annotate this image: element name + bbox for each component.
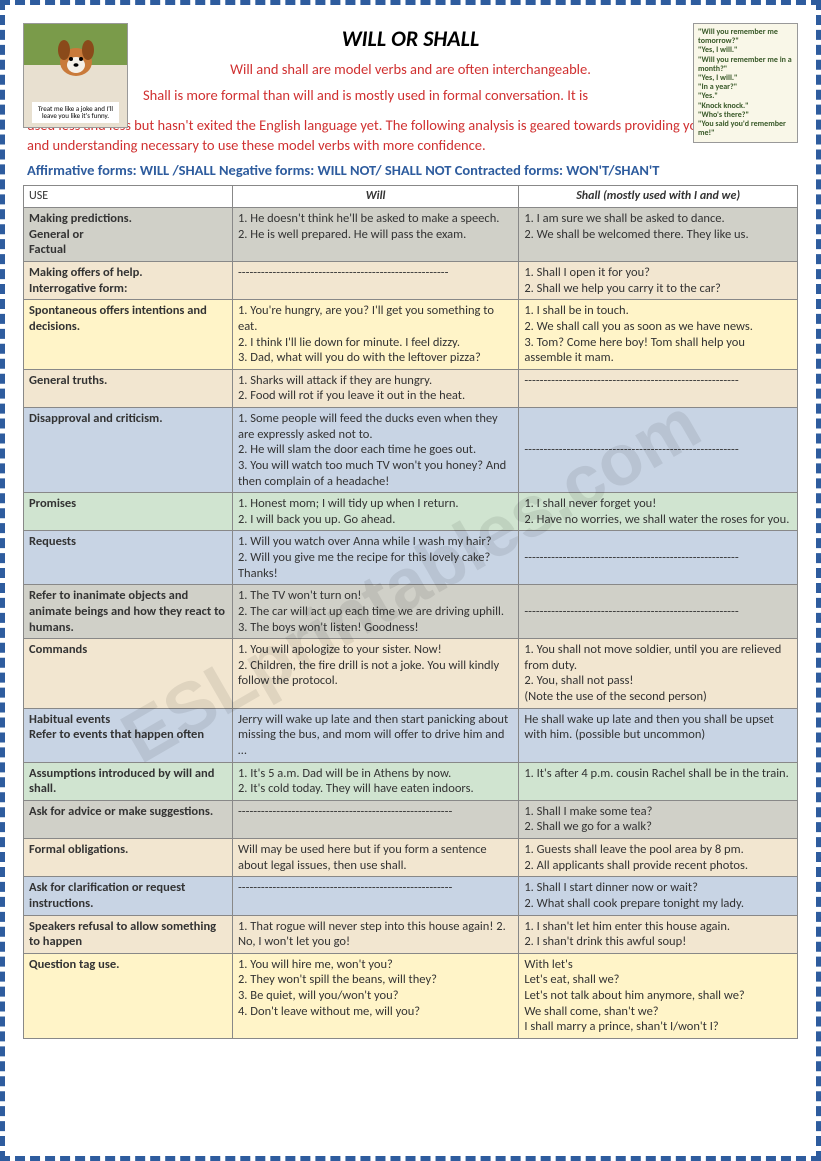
- shall-cell: 1. I shan't let him enter this house aga…: [519, 915, 798, 953]
- will-cell: 1. Some people will feed the ducks even …: [232, 408, 518, 493]
- page-title: WILL OR SHALL: [23, 23, 798, 60]
- will-cell: 1. Sharks will attack if they are hungry…: [232, 369, 518, 407]
- intro-line-2: Shall is more formal than will and is mo…: [23, 86, 798, 104]
- use-cell: Assumptions introduced by will and shall…: [24, 762, 233, 800]
- table-row: Making predictions. General or Factual1.…: [24, 208, 798, 262]
- use-cell: Spontaneous offers intentions and decisi…: [24, 300, 233, 370]
- shall-cell: 1. It's after 4 p.m. cousin Rachel shall…: [519, 762, 798, 800]
- use-cell: Making offers of help. Interrogative for…: [24, 262, 233, 300]
- table-row: Speakers refusal to allow something to h…: [24, 915, 798, 953]
- table-row: Spontaneous offers intentions and decisi…: [24, 300, 798, 370]
- will-cell: 1. He doesn't think he'll be asked to ma…: [232, 208, 518, 262]
- shall-cell: 1. I am sure we shall be asked to dance.…: [519, 208, 798, 262]
- will-cell: 1. The TV won't turn on! 2. The car will…: [232, 585, 518, 639]
- table-row: General truths.1. Sharks will attack if …: [24, 369, 798, 407]
- table-row: Disapproval and criticism.1. Some people…: [24, 408, 798, 493]
- shall-cell: 1. Shall I start dinner now or wait? 2. …: [519, 877, 798, 915]
- use-cell: Promises: [24, 493, 233, 531]
- header-will: Will: [232, 186, 518, 208]
- shall-cell: ----------------------------------------…: [519, 369, 798, 407]
- table-row: Requests1. Will you watch over Anna whil…: [24, 531, 798, 585]
- shall-cell: 1. Shall I make some tea? 2. Shall we go…: [519, 800, 798, 838]
- use-cell: Making predictions. General or Factual: [24, 208, 233, 262]
- table-row: Formal obligations.Will may be used here…: [24, 839, 798, 877]
- will-cell: 1. Will you watch over Anna while I wash…: [232, 531, 518, 585]
- header-shall-text: Shall (mostly used with I and we): [576, 189, 740, 203]
- shall-cell: 1. Shall I open it for you? 2. Shall we …: [519, 262, 798, 300]
- use-cell: Commands: [24, 639, 233, 709]
- shall-cell: 1. You shall not move soldier, until you…: [519, 639, 798, 709]
- intro-rest: used less and less but hasn't exited the…: [23, 110, 798, 159]
- use-cell: Disapproval and criticism.: [24, 408, 233, 493]
- use-cell: Speakers refusal to allow something to h…: [24, 915, 233, 953]
- shall-cell: He shall wake up late and then you shall…: [519, 708, 798, 762]
- intro-line-1: Will and shall are model verbs and are o…: [23, 60, 798, 86]
- shall-cell: With let's Let's eat, shall we? Let's no…: [519, 953, 798, 1038]
- header-shall: Shall (mostly used with I and we): [519, 186, 798, 208]
- will-cell: 1. It's 5 a.m. Dad will be in Athens by …: [232, 762, 518, 800]
- use-cell: Formal obligations.: [24, 839, 233, 877]
- will-cell: 1. You will apologize to your sister. No…: [232, 639, 518, 709]
- header-block: Treat me like a joke and I'll leave you …: [23, 23, 798, 104]
- will-cell: 1. Honest mom; I will tidy up when I ret…: [232, 493, 518, 531]
- table-header-row: USE Will Shall (mostly used with I and w…: [24, 186, 798, 208]
- table-row: Question tag use.1. You will hire me, wo…: [24, 953, 798, 1038]
- dog-caption: Treat me like a joke and I'll leave you …: [32, 102, 120, 123]
- use-cell: Refer to inanimate objects and animate b…: [24, 585, 233, 639]
- use-cell: Requests: [24, 531, 233, 585]
- shall-cell: 1. Guests shall leave the pool area by 8…: [519, 839, 798, 877]
- will-cell: 1. You're hungry, are you? I'll get you …: [232, 300, 518, 370]
- shall-cell: ----------------------------------------…: [519, 531, 798, 585]
- dog-image-box: Treat me like a joke and I'll leave you …: [23, 23, 128, 128]
- will-cell: Jerry will wake up late and then start p…: [232, 708, 518, 762]
- table-row: Assumptions introduced by will and shall…: [24, 762, 798, 800]
- joke-box: "Will you remember me tomorrow?" "Yes, I…: [693, 23, 798, 143]
- shall-cell: 1. I shall never forget you! 2. Have no …: [519, 493, 798, 531]
- page-frame: ESLprintables.com Treat me like a joke a…: [0, 0, 821, 1161]
- use-cell: Habitual events Refer to events that hap…: [24, 708, 233, 762]
- table-row: Making offers of help. Interrogative for…: [24, 262, 798, 300]
- header-use: USE: [24, 186, 233, 208]
- will-cell: 1. That rogue will never step into this …: [232, 915, 518, 953]
- use-cell: Ask for clarification or request instruc…: [24, 877, 233, 915]
- table-row: Habitual events Refer to events that hap…: [24, 708, 798, 762]
- table-row: Commands1. You will apologize to your si…: [24, 639, 798, 709]
- usage-table: USE Will Shall (mostly used with I and w…: [23, 185, 798, 1039]
- use-cell: General truths.: [24, 369, 233, 407]
- will-cell: ----------------------------------------…: [232, 262, 518, 300]
- shall-cell: 1. I shall be in touch. 2. We shall call…: [519, 300, 798, 370]
- table-row: Ask for advice or make suggestions.-----…: [24, 800, 798, 838]
- use-cell: Ask for advice or make suggestions.: [24, 800, 233, 838]
- forms-line: Affirmative forms: WILL /SHALL Negative …: [23, 159, 798, 185]
- table-row: Ask for clarification or request instruc…: [24, 877, 798, 915]
- shall-cell: ----------------------------------------…: [519, 408, 798, 493]
- will-cell: ----------------------------------------…: [232, 800, 518, 838]
- dog-icon: [46, 32, 106, 82]
- shall-cell: ----------------------------------------…: [519, 585, 798, 639]
- table-row: Refer to inanimate objects and animate b…: [24, 585, 798, 639]
- use-cell: Question tag use.: [24, 953, 233, 1038]
- table-row: Promises1. Honest mom; I will tidy up wh…: [24, 493, 798, 531]
- will-cell: ----------------------------------------…: [232, 877, 518, 915]
- will-cell: Will may be used here but if you form a …: [232, 839, 518, 877]
- will-cell: 1. You will hire me, won't you? 2. They …: [232, 953, 518, 1038]
